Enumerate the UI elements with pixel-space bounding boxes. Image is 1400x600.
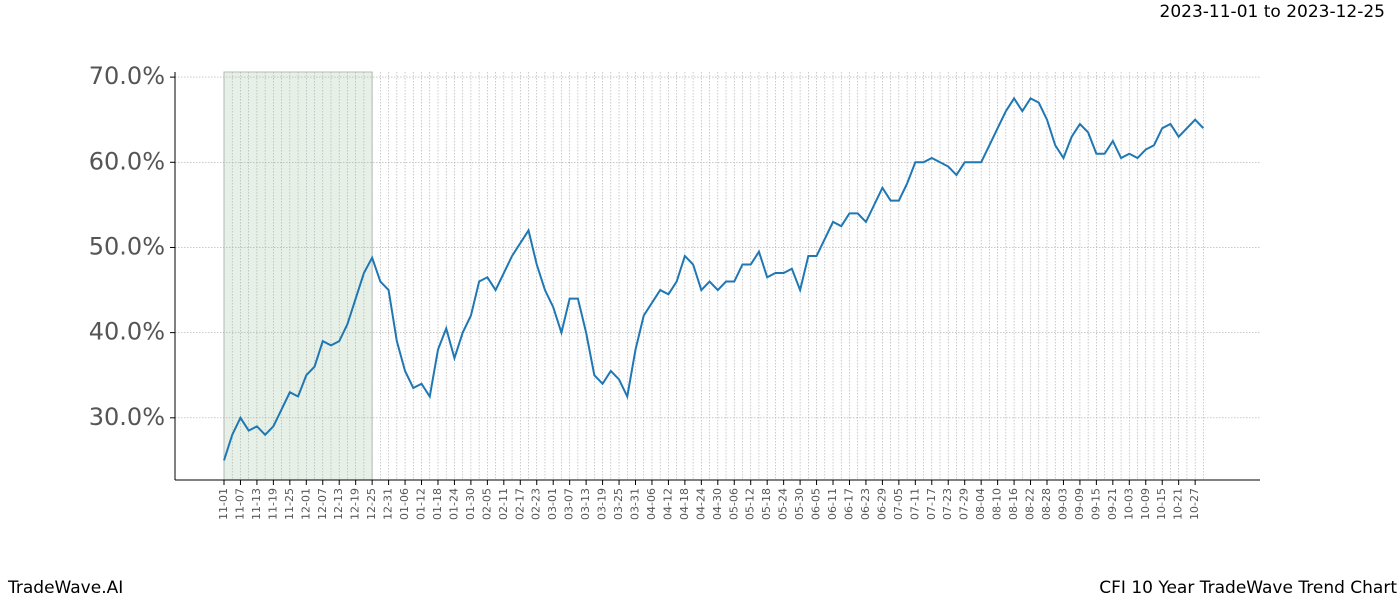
x-tick-label: 12-07 xyxy=(316,488,329,520)
x-tick-label: 05-06 xyxy=(727,488,740,520)
x-tick-label: 08-28 xyxy=(1040,488,1053,520)
x-tick-label: 05-12 xyxy=(744,488,757,520)
x-tick-label: 07-29 xyxy=(958,488,971,520)
trend-line xyxy=(223,96,1205,461)
x-tick-label: 02-05 xyxy=(480,488,493,520)
x-tick-label: 03-31 xyxy=(629,488,642,520)
y-tick-label: 50.0% xyxy=(89,232,165,260)
x-tick-label: 12-19 xyxy=(349,488,362,520)
x-tick-label: 03-13 xyxy=(579,488,592,520)
x-tick-label: 11-07 xyxy=(233,488,246,520)
x-tick-label: 07-23 xyxy=(941,488,954,520)
x-tick-label: 01-30 xyxy=(464,488,477,520)
chart-subtitle: 2023-11-01 to 2023-12-25 xyxy=(1160,2,1385,22)
x-tick-label: 01-18 xyxy=(431,488,444,520)
x-tick-label: 06-23 xyxy=(859,488,872,520)
x-tick-label: 09-21 xyxy=(1106,488,1119,520)
x-tick-label: 11-01 xyxy=(217,488,230,520)
x-tick-label: 10-27 xyxy=(1188,488,1201,520)
x-tick-label: 01-24 xyxy=(447,488,460,520)
x-tick-label: 07-11 xyxy=(908,488,921,520)
x-tick-label: 02-23 xyxy=(530,488,543,520)
x-tick-label: 03-01 xyxy=(546,488,559,520)
x-tick-label: 10-21 xyxy=(1172,488,1185,520)
x-tick-label: 02-11 xyxy=(497,488,510,520)
x-tick-label: 06-11 xyxy=(826,488,839,520)
x-tick-label: 04-12 xyxy=(661,488,674,520)
x-tick-label: 02-17 xyxy=(513,488,526,520)
x-tick-label: 08-22 xyxy=(1024,488,1037,520)
x-tick-label: 01-06 xyxy=(398,488,411,520)
x-tick-label: 04-06 xyxy=(645,488,658,520)
footer-right: CFI 10 Year TradeWave Trend Chart xyxy=(1099,578,1397,598)
footer-left: TradeWave.AI xyxy=(7,578,123,598)
y-tick-label: 70.0% xyxy=(89,62,165,90)
x-tick-label: 07-17 xyxy=(925,488,938,520)
x-tick-label: 03-07 xyxy=(563,488,576,520)
x-tick-label: 12-31 xyxy=(382,488,395,520)
x-tick-label: 01-12 xyxy=(415,488,428,520)
x-tick-label: 04-18 xyxy=(678,488,691,520)
x-tick-label: 03-19 xyxy=(596,488,609,520)
x-tick-label: 05-30 xyxy=(793,488,806,520)
x-tick-label: 04-30 xyxy=(711,488,724,520)
x-tick-label: 06-29 xyxy=(875,488,888,520)
x-tick-label: 09-03 xyxy=(1056,488,1069,520)
x-tick-label: 11-19 xyxy=(266,488,279,520)
y-tick-label: 60.0% xyxy=(89,147,165,175)
x-tick-label: 12-13 xyxy=(332,488,345,520)
x-tick-label: 09-15 xyxy=(1089,488,1102,520)
x-tick-label: 08-16 xyxy=(1007,488,1020,520)
x-tick-label: 03-25 xyxy=(612,488,625,520)
y-tick-label: 30.0% xyxy=(89,403,165,431)
x-tick-label: 05-24 xyxy=(777,488,790,520)
x-tick-label: 06-05 xyxy=(810,488,823,520)
x-tick-label: 10-09 xyxy=(1139,488,1152,520)
x-tick-label: 11-13 xyxy=(250,488,263,520)
x-tick-label: 06-17 xyxy=(842,488,855,520)
x-tick-label: 11-25 xyxy=(283,488,296,520)
y-tick-label: 40.0% xyxy=(89,318,165,346)
x-tick-label: 08-10 xyxy=(991,488,1004,520)
x-tick-label: 07-05 xyxy=(892,488,905,520)
x-tick-label: 09-09 xyxy=(1073,488,1086,520)
x-tick-label: 04-24 xyxy=(694,488,707,520)
x-tick-label: 12-25 xyxy=(365,488,378,520)
x-tick-label: 05-18 xyxy=(760,488,773,520)
x-tick-label: 12-01 xyxy=(299,488,312,520)
x-tick-label: 10-03 xyxy=(1122,488,1135,520)
x-tick-label: 08-04 xyxy=(974,488,987,520)
x-tick-label: 10-15 xyxy=(1155,488,1168,520)
